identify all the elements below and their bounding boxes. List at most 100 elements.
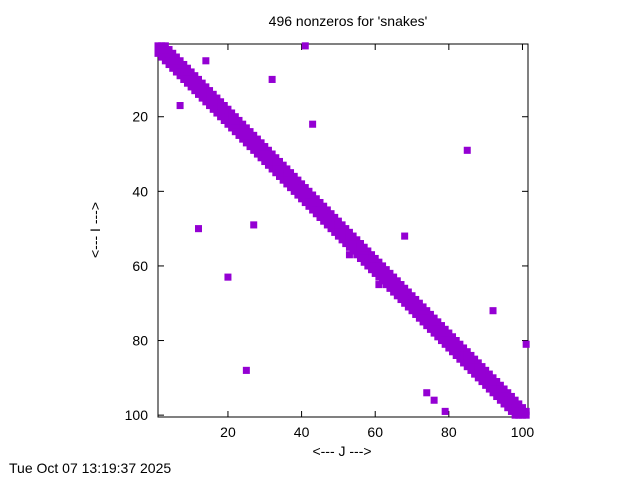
nonzero-mark [353,247,361,255]
nonzero-mark [401,288,409,296]
nonzero-mark [257,139,265,147]
nonzero-mark [323,213,331,221]
nonzero-mark [309,198,317,207]
nonzero-mark [467,366,475,374]
nonzero-mark [390,284,398,292]
nonzero-mark [264,157,272,166]
nonzero-mark [239,128,247,136]
nonzero-mark [445,336,453,345]
nonzero-mark [253,146,261,154]
nonzero-mark [268,161,276,169]
nonzero-mark [408,292,416,300]
nonzero-mark [382,273,390,281]
nonzero-mark [250,135,258,143]
nonzero-mark [183,68,191,76]
nonzero-mark [172,53,180,61]
nonzero-mark [316,213,324,221]
nonzero-mark [206,102,214,110]
nonzero-mark [368,251,376,259]
nonzero-mark [209,90,217,98]
nonzero-mark [195,87,202,95]
nonzero-mark [294,187,302,195]
nonzero-mark [202,57,210,65]
nonzero-mark [224,273,232,281]
nonzero-mark [356,240,364,248]
nonzero-mark [320,217,328,225]
nonzero-mark [290,180,298,188]
nonzero-mark [253,143,261,151]
nonzero-mark [511,404,519,412]
nonzero-mark [441,336,449,345]
nonzero-mark [180,68,188,76]
nonzero-mark [220,102,228,110]
nonzero-mark [485,378,493,386]
nonzero-mark [331,217,339,225]
nonzero-mark [195,225,202,233]
nonzero-mark [345,243,353,251]
nonzero-mark [404,288,412,296]
nonzero-mark [379,266,387,274]
nonzero-mark [309,202,317,210]
nonzero-mark [345,232,353,240]
nonzero-mark [187,83,195,91]
nonzero-mark [305,195,313,203]
nonzero-mark [283,172,291,180]
nonzero-mark [397,288,405,296]
nonzero-mark [408,307,416,315]
nonzero-mark [496,396,504,404]
nonzero-mark [485,381,493,389]
nonzero-mark [345,240,353,248]
nonzero-mark [371,254,379,263]
nonzero-mark [393,277,401,285]
nonzero-mark [301,187,309,195]
nonzero-mark [463,359,471,367]
nonzero-mark [294,176,302,184]
nonzero-mark [187,75,195,83]
nonzero-mark [434,329,442,337]
nonzero-mark [209,105,217,113]
nonzero-mark [338,221,346,229]
nonzero-mark [213,94,221,102]
nonzero-mark [504,404,512,412]
nonzero-mark [206,98,214,106]
nonzero-mark [279,165,287,173]
nonzero-mark [507,404,515,412]
nonzero-mark [474,363,482,371]
nonzero-mark [264,146,272,154]
nonzero-mark [312,210,320,218]
nonzero-mark [342,240,350,248]
nonzero-mark [279,169,287,177]
nonzero-mark [176,64,184,72]
nonzero-mark [209,94,217,102]
axis-ticks: 20 40 60 80 100 20 40 60 80 100 [125,44,534,440]
nonzero-mark [268,75,276,83]
nonzero-mark [482,378,490,386]
nonzero-mark [264,161,272,169]
nonzero-mark [463,146,471,154]
nonzero-mark [312,202,320,210]
nonzero-mark [504,389,512,397]
nonzero-mark [522,411,530,419]
nonzero-mark [242,128,250,136]
nonzero-mark [401,299,409,307]
nonzero-mark [353,236,361,244]
nonzero-mark [275,169,283,177]
nonzero-mark [478,366,486,374]
nonzero-mark [404,292,412,300]
nonzero-mark [242,124,250,132]
nonzero-mark [224,109,232,117]
nonzero-mark [500,392,508,401]
nonzero-mark [478,370,486,378]
nonzero-mark [198,90,206,98]
nonzero-mark [419,318,427,326]
nonzero-mark [165,46,173,54]
nonzero-mark [301,198,309,207]
nonzero-mark [419,303,427,311]
timestamp: Tue Oct 07 13:19:37 2025 [9,460,172,476]
nonzero-mark [176,102,184,110]
nonzero-mark [272,154,280,162]
nonzero-mark [467,363,475,371]
nonzero-mark [426,310,434,318]
nonzero-mark [375,281,383,289]
nonzero-mark [224,116,232,125]
